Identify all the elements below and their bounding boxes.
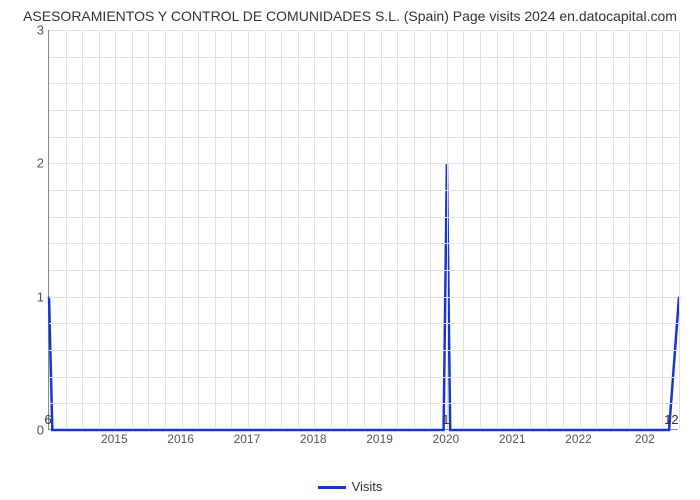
x-tick-label: 2021 <box>499 432 526 446</box>
grid-line-v <box>613 30 614 429</box>
grid-line-v <box>596 30 597 429</box>
legend-swatch <box>318 486 346 489</box>
grid-line-v <box>629 30 630 429</box>
grid-line-v <box>679 30 680 429</box>
x-tick-label: 2022 <box>565 432 592 446</box>
grid-line-v <box>198 30 199 429</box>
grid-line-v <box>513 30 514 429</box>
grid-line-v <box>115 30 116 429</box>
legend: Visits <box>0 479 700 494</box>
grid-line-v <box>563 30 564 429</box>
grid-line-v <box>281 30 282 429</box>
grid-line-v <box>248 30 249 429</box>
grid-line-v <box>66 30 67 429</box>
grid-line-v <box>231 30 232 429</box>
x-tick-label: 2020 <box>433 432 460 446</box>
grid-line-v <box>497 30 498 429</box>
grid-line-v <box>447 30 448 429</box>
legend-label: Visits <box>352 479 383 494</box>
y-tick-label: 1 <box>26 289 44 304</box>
grid-line-v <box>397 30 398 429</box>
plot-area <box>48 30 678 430</box>
grid-line-v <box>215 30 216 429</box>
grid-line-v <box>364 30 365 429</box>
x-tick-label: 2019 <box>366 432 393 446</box>
value-label: 6 <box>44 412 51 427</box>
grid-line-v <box>430 30 431 429</box>
grid-line-v <box>381 30 382 429</box>
y-tick-label: 2 <box>26 156 44 171</box>
grid-line-v <box>132 30 133 429</box>
x-tick-label: 2015 <box>101 432 128 446</box>
grid-line-v <box>148 30 149 429</box>
x-tick-label: 202 <box>635 432 655 446</box>
grid-line-v <box>414 30 415 429</box>
grid-line-v <box>463 30 464 429</box>
y-tick-label: 3 <box>26 23 44 38</box>
grid-line-v <box>546 30 547 429</box>
x-tick-label: 2017 <box>234 432 261 446</box>
grid-line-v <box>99 30 100 429</box>
grid-line-v <box>182 30 183 429</box>
chart-title: ASESORAMIENTOS Y CONTROL DE COMUNIDADES … <box>0 8 700 24</box>
value-label: 1 <box>442 412 449 427</box>
y-tick-label: 0 <box>26 423 44 438</box>
grid-line-v <box>165 30 166 429</box>
grid-line-v <box>298 30 299 429</box>
grid-line-v <box>662 30 663 429</box>
grid-line-v <box>580 30 581 429</box>
grid-line-v <box>347 30 348 429</box>
grid-line-v <box>646 30 647 429</box>
x-tick-label: 2016 <box>167 432 194 446</box>
grid-line-v <box>314 30 315 429</box>
grid-line-v <box>331 30 332 429</box>
x-tick-label: 2018 <box>300 432 327 446</box>
value-label: 12 <box>664 412 678 427</box>
grid-line-v <box>265 30 266 429</box>
grid-line-v <box>480 30 481 429</box>
grid-line-v <box>530 30 531 429</box>
grid-line-v <box>82 30 83 429</box>
